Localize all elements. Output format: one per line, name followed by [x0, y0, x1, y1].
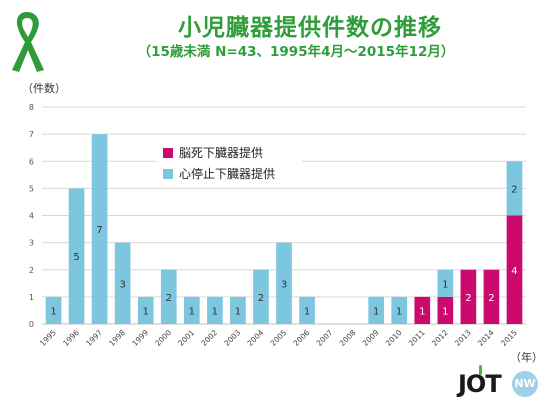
bar: [230, 296, 246, 324]
bar: [368, 296, 385, 324]
data-label: 1: [442, 279, 448, 290]
x-tick-label: 2011: [407, 328, 427, 348]
y-tick-label: 6: [29, 157, 34, 166]
data-label: 1: [235, 306, 241, 317]
data-label: 1: [143, 306, 149, 317]
jot-nw-logo: JOT NW: [448, 365, 543, 405]
x-tick-label: 2009: [361, 328, 381, 348]
x-tick-label: 2008: [338, 328, 358, 348]
data-label: 2: [465, 293, 471, 304]
data-label: 1: [396, 306, 402, 317]
y-axis-label: （件数）: [22, 82, 66, 95]
bar: [91, 134, 108, 324]
data-label: 2: [166, 293, 172, 304]
data-label: 4: [511, 266, 517, 277]
logo-sprout-icon: [479, 365, 482, 375]
y-tick-label: 7: [29, 130, 34, 139]
bar: [437, 296, 454, 324]
chart-subtitle: （15歳未満 N=43、1995年4月～2015年12月）: [137, 44, 455, 60]
data-label: 1: [373, 306, 379, 317]
data-label: 1: [189, 306, 195, 317]
bar: [299, 296, 315, 324]
x-tick-label: 2005: [269, 328, 289, 348]
x-tick-label: 2007: [315, 328, 335, 348]
y-tick-label: 2: [29, 266, 34, 275]
data-label: 5: [73, 252, 79, 263]
data-label: 2: [488, 293, 494, 304]
x-tick-label: 2004: [246, 328, 266, 348]
bar: [437, 269, 454, 297]
x-tick-label: 1998: [107, 328, 127, 348]
x-tick-label: 2014: [476, 328, 496, 348]
y-tick-label: 0: [29, 320, 34, 329]
bar: [391, 296, 408, 324]
legend-label-brain-death: 脳死下臓器提供: [179, 146, 264, 160]
x-tick-label: 2013: [453, 328, 473, 348]
y-tick-label: 4: [29, 212, 34, 221]
x-tick-label: 1997: [84, 328, 104, 348]
bar: [460, 269, 477, 324]
data-label: 3: [119, 279, 125, 290]
data-label: 3: [281, 279, 287, 290]
x-axis-label: （年）: [510, 351, 543, 364]
legend-swatch-cardiac-arrest: [163, 168, 173, 179]
x-tick-label: 1996: [61, 328, 81, 348]
x-tick-label: 2001: [176, 328, 196, 348]
x-tick-label: 2015: [499, 328, 519, 348]
bar: [68, 188, 85, 324]
bar: [253, 269, 269, 324]
legend-item-brain-death: 脳死下臓器提供: [163, 143, 302, 162]
data-label: 7: [96, 225, 102, 236]
y-tick-label: 8: [29, 103, 34, 112]
x-tick-label: 1995: [38, 328, 58, 348]
x-tick-label: 2010: [384, 328, 404, 348]
x-tick-label: 1999: [130, 328, 150, 348]
x-tick-label: 2012: [430, 328, 450, 348]
bar: [276, 242, 292, 324]
data-label: 1: [50, 306, 56, 317]
data-label: 2: [511, 184, 517, 195]
chart-title: 小児臓器提供件数の推移: [178, 15, 442, 41]
x-tick-label: 2000: [153, 328, 173, 348]
green-ribbon-icon: [12, 12, 44, 72]
logo-text: JOT: [458, 370, 502, 398]
bar: [160, 269, 177, 324]
bar: [483, 269, 500, 324]
y-tick-label: 1: [29, 293, 34, 302]
legend-item-cardiac-arrest: 心停止下臓器提供: [163, 164, 302, 183]
bar: [183, 296, 200, 324]
x-tick-label: 2006: [292, 328, 312, 348]
bar: [114, 242, 131, 324]
x-tick-label: 2002: [199, 328, 219, 348]
legend-swatch-brain-death: [163, 147, 173, 158]
bar: [137, 296, 154, 324]
data-label: 1: [419, 306, 425, 317]
bar: [414, 296, 431, 324]
chart-legend: 脳死下臓器提供 心停止下臓器提供: [157, 141, 302, 187]
bar: [45, 296, 62, 324]
legend-label-cardiac-arrest: 心停止下臓器提供: [179, 167, 276, 181]
x-tick-label: 2003: [222, 328, 242, 348]
data-label: 1: [304, 306, 310, 317]
y-tick-label: 3: [29, 239, 34, 248]
y-tick-label: 5: [29, 184, 34, 193]
bar: [506, 161, 523, 216]
bar: [207, 296, 223, 324]
data-label: 2: [258, 293, 264, 304]
data-label: 1: [442, 306, 448, 317]
bar: [506, 215, 523, 324]
data-label: 1: [212, 306, 218, 317]
logo-badge: NW: [512, 371, 538, 397]
